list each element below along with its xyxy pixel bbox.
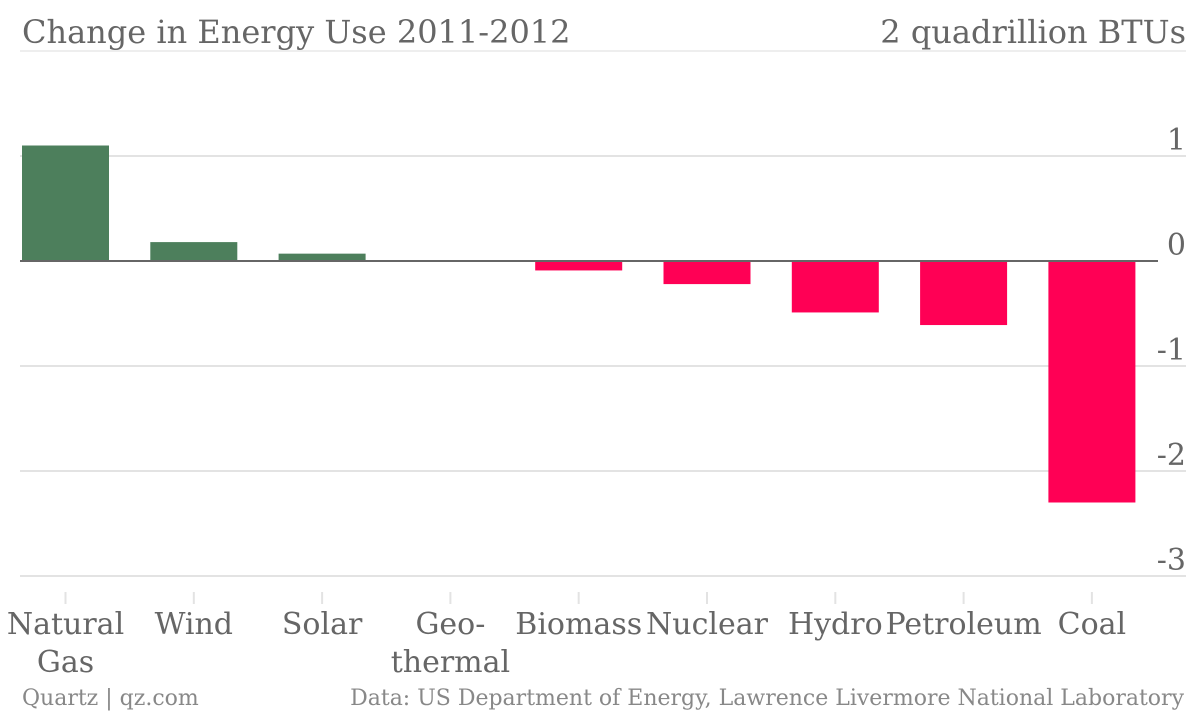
bar-biomass [535,261,623,271]
x-tick-label: Hydro [788,607,883,642]
y-tick-label: 0 [1167,228,1186,263]
x-tick-label: Petroleum [886,607,1042,642]
bars [22,145,1136,503]
bar-hydro [791,261,879,313]
bar-nuclear [663,261,751,285]
bar-natural-gas [22,145,109,261]
y-tick-label: -2 [1157,438,1186,473]
y-tick-label: -3 [1157,543,1186,578]
y-tick-label: 1 [1167,123,1186,158]
x-tick-label: Nuclear [646,607,769,642]
bar-petroleum [920,261,1008,326]
x-tick-label: Natural Gas [7,607,124,680]
x-tick-label: Solar [282,607,363,642]
title-divider [20,50,1186,52]
bar-coal [1048,261,1136,503]
gridlines [20,155,1186,577]
x-tick-label: Wind [155,607,233,642]
footer-credit: Quartz | qz.com [22,686,199,711]
y-axis-ticks: 1 0 -1 -2 -3 [1157,123,1186,578]
x-tick-label: Geo-thermal [391,607,510,680]
x-tick-label: Biomass [515,607,642,642]
bar-solar [278,253,366,261]
bar-wind [150,242,238,261]
y-tick-label: -1 [1157,333,1186,368]
chart-title: Change in Energy Use 2011-2012 [22,13,571,51]
chart-units-label: 2 quadrillion BTUs [880,13,1186,51]
footer-source: Data: US Department of Energy, Lawrence … [350,686,1184,711]
x-tick-label: Coal [1058,607,1127,642]
